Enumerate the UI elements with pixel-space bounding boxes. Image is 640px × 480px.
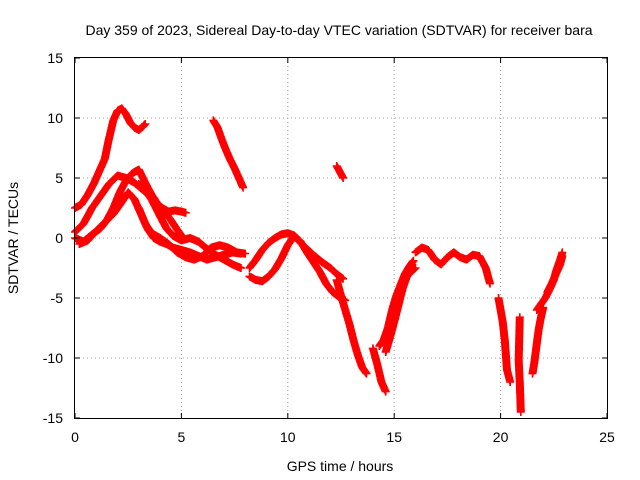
y-tick-label: -5 (51, 290, 64, 306)
series-marks (134, 180, 245, 272)
x-tick-label: 0 (71, 429, 79, 445)
x-tick-label: 20 (493, 429, 509, 445)
y-tick-label: -15 (43, 410, 63, 426)
series-arc-r (528, 303, 548, 378)
series-marks (71, 104, 150, 212)
series-arc-n (375, 256, 418, 350)
data-points (71, 104, 567, 416)
series-arc-g (209, 116, 248, 192)
series-arc-f (134, 180, 245, 272)
series-arc-l (368, 344, 390, 396)
axis-ticks: 0 5 10 15 20 25 -15 -10 -5 0 5 10 15 (43, 50, 615, 445)
series-marks (543, 252, 567, 296)
series-marks (514, 313, 525, 416)
y-axis-title: SDTVAR / TECUs (5, 182, 21, 294)
series-marks (528, 303, 548, 378)
series-arc-k (332, 276, 371, 378)
series-marks (494, 294, 515, 386)
chart-title: Day 359 of 2023, Sidereal Day-to-day VTE… (85, 22, 592, 38)
series-arc-q (514, 313, 525, 416)
series-arc-j (332, 162, 348, 182)
series-arc-t (543, 252, 567, 296)
series-marks (375, 256, 418, 350)
x-tick-label: 5 (178, 429, 186, 445)
series-arc-o (411, 243, 494, 288)
x-tick-label: 10 (280, 429, 296, 445)
series-marks (332, 162, 348, 182)
series-marks (368, 344, 390, 396)
y-tick-label: 0 (55, 230, 63, 246)
y-tick-label: 5 (55, 170, 63, 186)
series-arc-a (71, 104, 150, 212)
y-tick-label: 15 (47, 50, 63, 66)
y-tick-label: 10 (47, 110, 63, 126)
series-marks (332, 276, 371, 378)
series-marks (209, 116, 248, 192)
y-tick-label: -10 (43, 350, 63, 366)
x-axis-title: GPS time / hours (287, 458, 394, 474)
series-marks (245, 231, 350, 305)
x-tick-label: 15 (386, 429, 402, 445)
series-arc-p (494, 294, 515, 386)
series-marks (411, 243, 494, 288)
series-arc-i (245, 231, 350, 305)
x-tick-label: 25 (599, 429, 615, 445)
plot-frame (74, 57, 608, 419)
